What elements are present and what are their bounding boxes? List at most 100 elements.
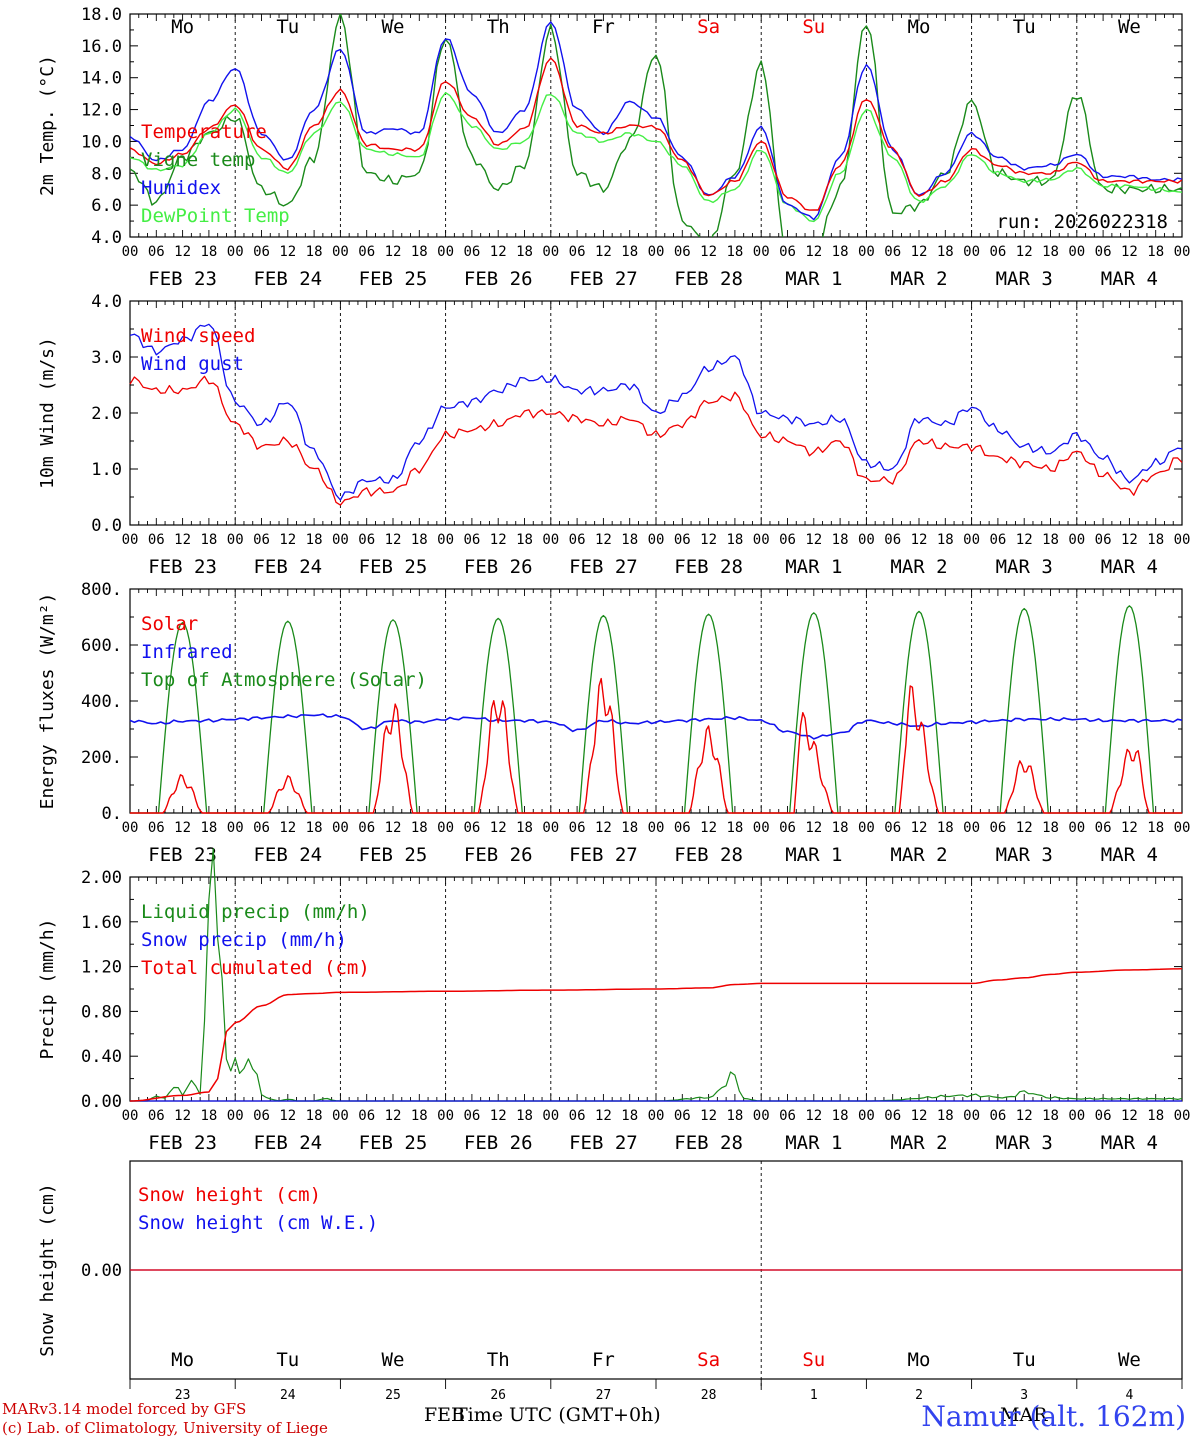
hour-tick-label: 12 xyxy=(279,532,296,548)
hour-tick-label: 00 xyxy=(122,244,139,260)
legend-entry: Temperature xyxy=(141,121,267,143)
hour-tick-label: 00 xyxy=(753,244,770,260)
date-label: FEB 27 xyxy=(569,556,638,578)
hour-tick-label: 00 xyxy=(332,820,349,836)
hour-tick-label: 00 xyxy=(1174,532,1191,548)
hour-tick-label: 06 xyxy=(463,244,480,260)
hour-tick-label: 18 xyxy=(411,820,428,836)
y-tick-label: 4.0 xyxy=(91,228,122,248)
date-label: FEB 25 xyxy=(359,556,428,578)
date-label: FEB 27 xyxy=(569,844,638,866)
legend-entry: Humidex xyxy=(141,177,221,199)
date-label: MAR 4 xyxy=(1101,556,1158,578)
hour-tick-label: 06 xyxy=(779,532,796,548)
hour-tick-label: 12 xyxy=(174,532,191,548)
legend-entry: Liquid precip (mm/h) xyxy=(141,901,370,923)
hour-tick-label: 00 xyxy=(963,244,980,260)
date-label: MAR 2 xyxy=(890,844,947,866)
hour-tick-label: 00 xyxy=(963,820,980,836)
hour-tick-label: 18 xyxy=(1147,532,1164,548)
hour-tick-label: 12 xyxy=(385,1108,402,1124)
y-axis-label: Snow height (cm) xyxy=(37,1183,58,1356)
weekday-label: Mo xyxy=(908,16,931,38)
hour-tick-label: 12 xyxy=(700,820,717,836)
weekday-label: Fr xyxy=(592,1349,615,1371)
station-label: Namur (alt. 162m) xyxy=(921,1400,1186,1433)
y-tick-label: 0.0 xyxy=(91,516,122,536)
hour-tick-label: 00 xyxy=(753,820,770,836)
weekday-label: Tu xyxy=(276,16,299,38)
hour-tick-label: 18 xyxy=(937,532,954,548)
hour-tick-label: 06 xyxy=(569,1108,586,1124)
hour-tick-label: 18 xyxy=(621,820,638,836)
hour-tick-label: 18 xyxy=(832,1108,849,1124)
date-label: FEB 26 xyxy=(464,844,533,866)
hour-tick-label: 06 xyxy=(989,1108,1006,1124)
hour-tick-label: 12 xyxy=(279,820,296,836)
hour-tick-label: 06 xyxy=(358,1108,375,1124)
y-tick-label: 0.80 xyxy=(81,1002,122,1022)
hour-tick-label: 00 xyxy=(858,1108,875,1124)
legend-entry: Vigne temp xyxy=(141,149,255,171)
hour-tick-label: 18 xyxy=(726,1108,743,1124)
month-label-mar: MAR xyxy=(1000,1404,1048,1426)
weekday-label: Sa xyxy=(697,1349,720,1371)
legend-entry: Total cumulated (cm) xyxy=(141,957,370,979)
y-tick-label: 18.0 xyxy=(81,5,122,25)
hour-tick-label: 18 xyxy=(1042,820,1059,836)
hour-tick-label: 12 xyxy=(279,1108,296,1124)
day-number-label: 26 xyxy=(490,1388,506,1403)
wind-panel: 00 06 12 18 00 06 12 18 00 06 12 18 00 06 12 18 00 06 12 18… xyxy=(37,292,1190,578)
hour-tick-label: 00 xyxy=(542,532,559,548)
hour-tick-label: 18 xyxy=(306,244,323,260)
date-label: FEB 23 xyxy=(148,268,217,290)
hour-tick-label: 18 xyxy=(200,1108,217,1124)
hour-tick-label: 18 xyxy=(621,532,638,548)
hour-tick-label: 00 xyxy=(648,532,665,548)
hour-tick-label: 00 xyxy=(542,1108,559,1124)
hour-tick-label: 00 xyxy=(858,820,875,836)
hour-tick-label: 12 xyxy=(805,532,822,548)
weekday-label: Sa xyxy=(697,16,720,38)
hour-tick-label: 18 xyxy=(726,244,743,260)
hour-tick-label: 12 xyxy=(805,1108,822,1124)
legend-entry: Wind gust xyxy=(141,353,244,375)
hour-tick-label: 00 xyxy=(332,1108,349,1124)
date-label: FEB 27 xyxy=(569,268,638,290)
hour-tick-label: 18 xyxy=(937,820,954,836)
hour-tick-label: 12 xyxy=(1016,532,1033,548)
hour-tick-label: 18 xyxy=(306,532,323,548)
weekday-label: We xyxy=(382,1349,405,1371)
hour-tick-label: 12 xyxy=(911,820,928,836)
hour-tick-label: 06 xyxy=(148,532,165,548)
hour-tick-label: 18 xyxy=(726,820,743,836)
hour-tick-label: 18 xyxy=(726,532,743,548)
hour-tick-label: 18 xyxy=(937,244,954,260)
hour-tick-label: 00 xyxy=(963,1108,980,1124)
hour-tick-label: 06 xyxy=(884,532,901,548)
hour-tick-label: 12 xyxy=(1016,820,1033,836)
hour-tick-label: 00 xyxy=(227,820,244,836)
hour-tick-label: 06 xyxy=(148,244,165,260)
hour-tick-label: 06 xyxy=(1095,532,1112,548)
date-label: FEB 25 xyxy=(359,268,428,290)
hour-tick-label: 12 xyxy=(595,1108,612,1124)
hour-tick-label: 18 xyxy=(516,532,533,548)
legend-entry: Wind speed xyxy=(141,325,255,347)
hour-tick-label: 00 xyxy=(542,244,559,260)
hour-tick-label: 12 xyxy=(595,532,612,548)
weekday-label: Th xyxy=(487,1349,510,1371)
day-number-label: 3 xyxy=(1020,1388,1028,1403)
hour-tick-label: 00 xyxy=(122,820,139,836)
temperature-panel: 00 06 12 18 00 06 12 18 00 06 12 18 00 06 12 18 00 06 12 18… xyxy=(37,5,1190,290)
weekday-label: Tu xyxy=(1013,16,1036,38)
temp-series-line xyxy=(130,92,1182,223)
y-tick-label: 800. xyxy=(81,580,122,600)
hour-tick-label: 18 xyxy=(1042,532,1059,548)
plot-frame xyxy=(129,300,1183,526)
date-label: MAR 4 xyxy=(1101,268,1158,290)
date-label: MAR 2 xyxy=(890,556,947,578)
y-tick-label: 3.0 xyxy=(91,348,122,368)
hour-tick-label: 18 xyxy=(621,244,638,260)
